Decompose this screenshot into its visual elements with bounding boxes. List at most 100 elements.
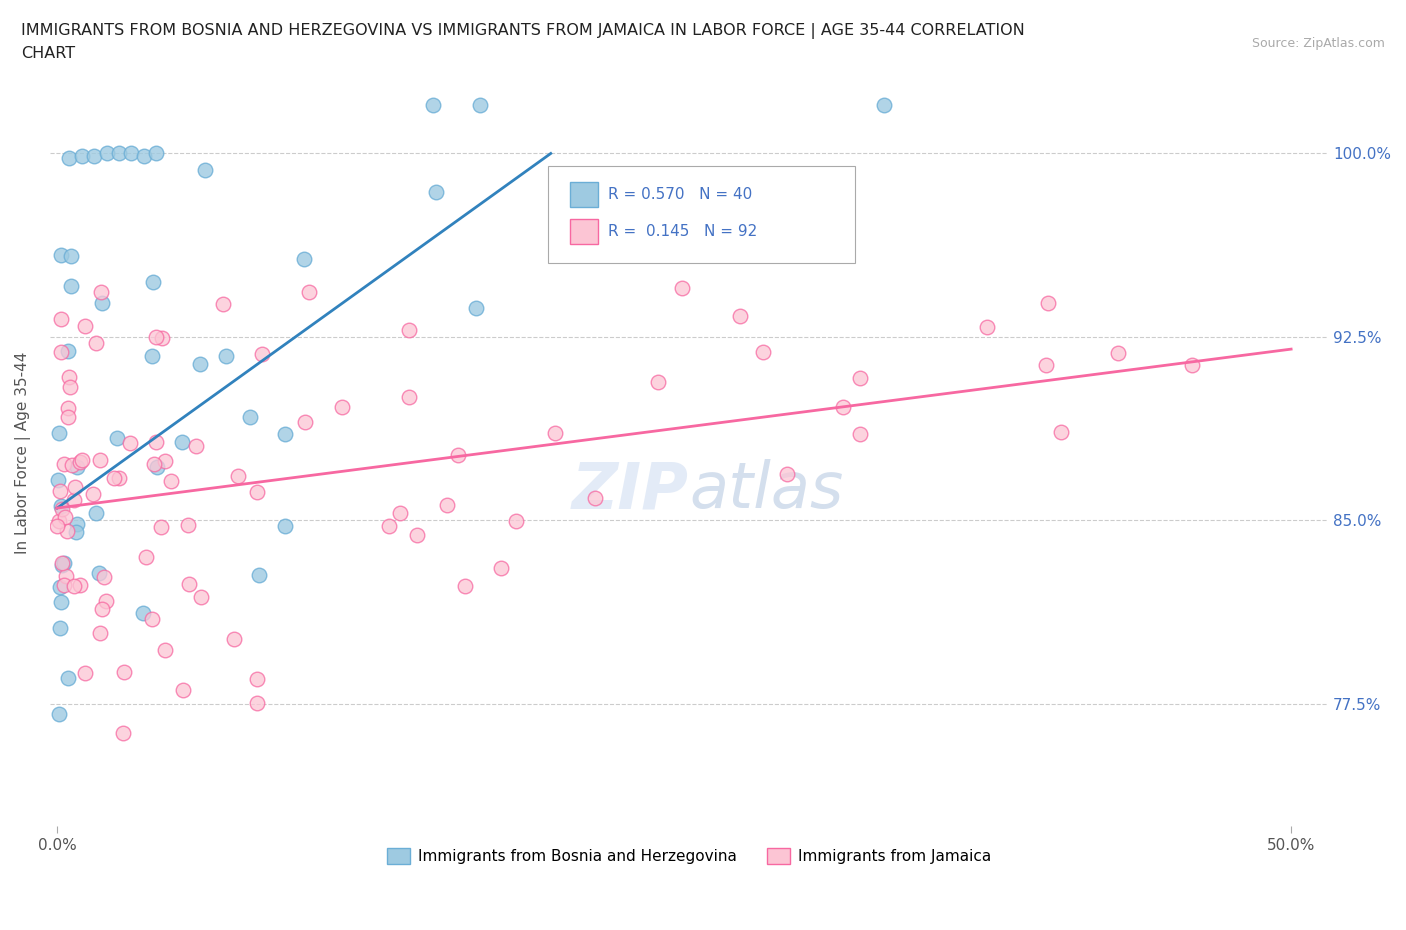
Point — [55, 524, 77, 538]
Point — [90, 296, 112, 311]
Point — [142, 274, 165, 289]
Point — [292, 252, 315, 267]
Point — [65, 525, 87, 540]
Point — [172, 683, 194, 698]
Point — [112, 665, 135, 680]
Point — [75, 319, 97, 334]
Point — [143, 457, 166, 472]
Point — [70, 149, 93, 164]
Point — [245, 485, 267, 499]
Point — [389, 506, 412, 521]
Point — [211, 297, 233, 312]
Point — [56, 400, 79, 415]
Point — [226, 469, 249, 484]
Point — [69, 578, 91, 592]
Point — [454, 578, 477, 593]
Point — [49, 498, 72, 513]
Point — [976, 320, 998, 335]
Point — [48, 706, 70, 721]
Text: R =  0.145   N = 92: R = 0.145 N = 92 — [609, 224, 758, 239]
Point — [51, 557, 73, 572]
Point — [82, 486, 104, 501]
Point — [49, 580, 72, 595]
Point — [63, 480, 86, 495]
Text: CHART: CHART — [21, 46, 75, 61]
Point — [120, 146, 142, 161]
Point — [58, 344, 80, 359]
Point — [544, 425, 567, 440]
Point — [56, 409, 79, 424]
Point — [89, 626, 111, 641]
Point — [873, 97, 896, 112]
Y-axis label: In Labor Force | Age 35-44: In Labor Force | Age 35-44 — [15, 352, 31, 554]
Point — [215, 349, 238, 364]
Point — [274, 518, 297, 533]
Point — [470, 97, 492, 112]
Point — [132, 149, 155, 164]
Point — [108, 471, 131, 485]
Point — [647, 375, 669, 390]
Point — [60, 458, 83, 472]
Point — [246, 672, 269, 687]
Point — [274, 427, 297, 442]
Point — [378, 519, 401, 534]
Point — [250, 347, 273, 362]
Point — [465, 300, 488, 315]
Point — [583, 490, 606, 505]
Point — [103, 471, 125, 485]
Text: atlas: atlas — [689, 459, 844, 522]
Point — [84, 336, 107, 351]
Point — [398, 322, 420, 337]
Point — [60, 279, 83, 294]
Point — [89, 452, 111, 467]
Point — [72, 452, 94, 467]
Point — [48, 426, 70, 441]
Point — [48, 513, 70, 528]
Point — [108, 146, 131, 161]
Point — [52, 556, 75, 571]
Point — [849, 370, 872, 385]
Point — [849, 427, 872, 442]
Point — [194, 163, 217, 178]
Point — [58, 379, 80, 394]
Point — [238, 410, 260, 425]
Point — [188, 356, 211, 371]
Point — [153, 453, 176, 468]
Point — [1107, 345, 1129, 360]
FancyBboxPatch shape — [548, 166, 855, 263]
Point — [425, 185, 447, 200]
Point — [49, 311, 72, 325]
Point — [776, 467, 799, 482]
Point — [89, 566, 111, 581]
Point — [176, 517, 198, 532]
Point — [58, 151, 80, 166]
Point — [49, 344, 72, 359]
Point — [141, 349, 163, 364]
Point — [728, 309, 751, 324]
Point — [59, 249, 82, 264]
Bar — [569, 219, 598, 244]
Point — [160, 473, 183, 488]
Point — [96, 146, 118, 161]
Point — [751, 345, 773, 360]
Point — [145, 434, 167, 449]
Legend: Immigrants from Bosnia and Herzegovina, Immigrants from Jamaica: Immigrants from Bosnia and Herzegovina, … — [381, 843, 997, 870]
Point — [94, 593, 117, 608]
Point — [135, 550, 157, 565]
Bar — [569, 182, 598, 206]
Point — [330, 400, 353, 415]
Text: R = 0.570   N = 40: R = 0.570 N = 40 — [609, 187, 752, 202]
Point — [177, 577, 200, 591]
Point — [405, 527, 427, 542]
Point — [247, 567, 270, 582]
Point — [120, 436, 142, 451]
Point — [53, 510, 76, 525]
Point — [69, 455, 91, 470]
Point — [184, 439, 207, 454]
Point — [1181, 357, 1204, 372]
Point — [447, 447, 470, 462]
Text: Source: ZipAtlas.com: Source: ZipAtlas.com — [1251, 37, 1385, 50]
Point — [83, 149, 105, 164]
Point — [55, 569, 77, 584]
Point — [671, 281, 693, 296]
